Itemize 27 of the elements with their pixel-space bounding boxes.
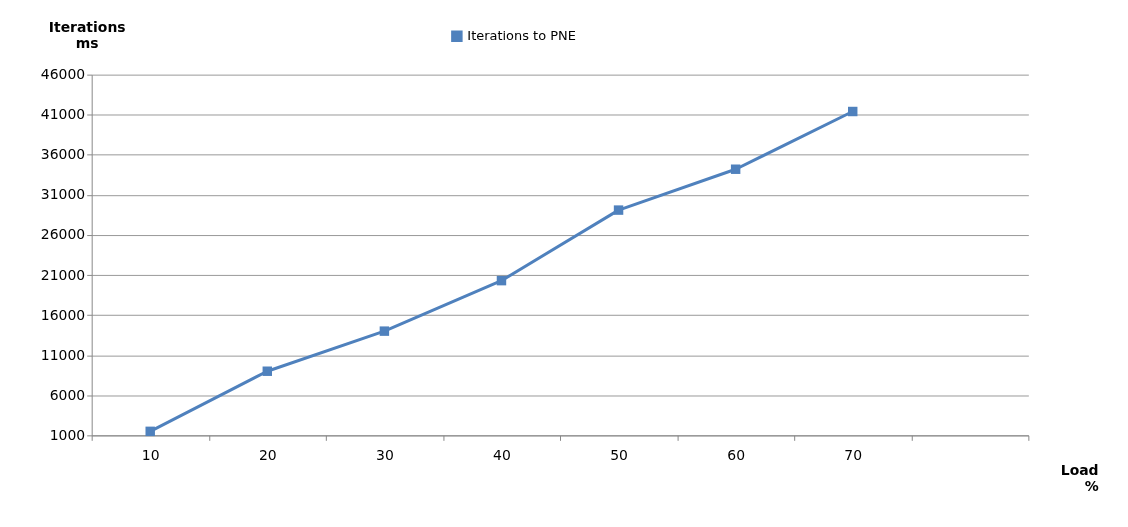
y-tick-label: 41000: [40, 106, 86, 123]
x-tick-label: 50: [610, 446, 628, 463]
x-tick-label: 40: [493, 446, 511, 463]
x-tick-label: 30: [376, 446, 394, 463]
x-tick-label: 20: [258, 446, 277, 463]
x-axis-title: Load %: [1060, 461, 1099, 494]
y-tick-label: 21000: [40, 266, 86, 283]
y-tick-label: 6000: [49, 386, 86, 403]
y-tick-label: 31000: [40, 186, 86, 203]
x-tick-label: 70: [844, 446, 863, 463]
point: [613, 205, 624, 215]
y-tick-label: 36000: [40, 146, 86, 163]
point: [262, 366, 273, 376]
y-tick-label: 26000: [40, 226, 86, 243]
y-tick-label: 16000: [40, 306, 86, 323]
y-axis-title: Iterations ms: [48, 19, 126, 52]
point: [730, 164, 741, 174]
y-tick-label: 11000: [40, 346, 86, 363]
point: [379, 326, 390, 336]
y-tick-label: 1000: [49, 426, 86, 443]
legend-label: Iterations to PNE: [467, 28, 576, 44]
point: [496, 275, 507, 286]
point: [848, 106, 858, 117]
x-tick-label: 10: [141, 446, 160, 463]
point: [145, 426, 155, 437]
x-tick-label: 60: [727, 446, 746, 463]
y-tick-label: 46000: [40, 66, 86, 83]
